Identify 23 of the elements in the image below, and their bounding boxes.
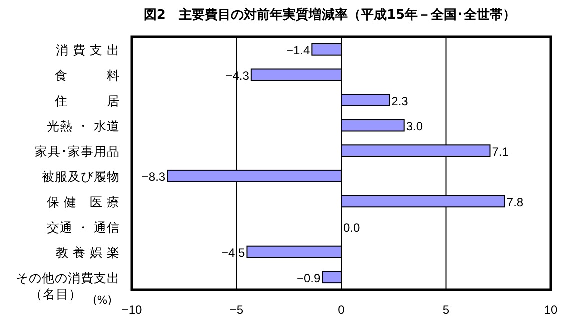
data-label: 3.0 <box>406 120 424 134</box>
data-label: 0.0 <box>344 220 361 235</box>
y-tick-label: 光熱 ・ 水道 <box>47 118 120 134</box>
y-tick-label: 保 健 医 療 <box>47 194 120 210</box>
data-label: 2.3 <box>392 94 409 108</box>
data-label: −0.9 <box>296 271 321 286</box>
x-tick-label: 5 <box>442 303 450 317</box>
data-label: 7.1 <box>492 144 510 159</box>
data-label: 7.8 <box>506 195 524 210</box>
y-tick-label: 食 料 <box>55 68 120 83</box>
x-tick-label: 10 <box>544 303 558 317</box>
y-tick-label: 消 費 支 出 <box>56 42 120 58</box>
data-label: −1.4 <box>286 44 310 58</box>
x-tick-label: −10 <box>122 303 142 317</box>
data-label: −8.3 <box>142 170 166 184</box>
chart-title: 図2 主要費目の対前年実質増減率（平成15年－全国･全世帯） <box>144 7 516 23</box>
y-tick-label: 住 居 <box>54 93 120 108</box>
y-tick-label: 被服及び履物 <box>42 169 120 184</box>
y-tick-label: 家具･家事用品 <box>35 144 120 159</box>
x-tick-label: −5 <box>230 303 244 317</box>
y-tick-label: 交通 ・ 通信 <box>47 220 120 235</box>
x-tick-label: 0 <box>338 303 346 317</box>
y-tick-label: 教 養 娯 楽 <box>56 245 120 260</box>
